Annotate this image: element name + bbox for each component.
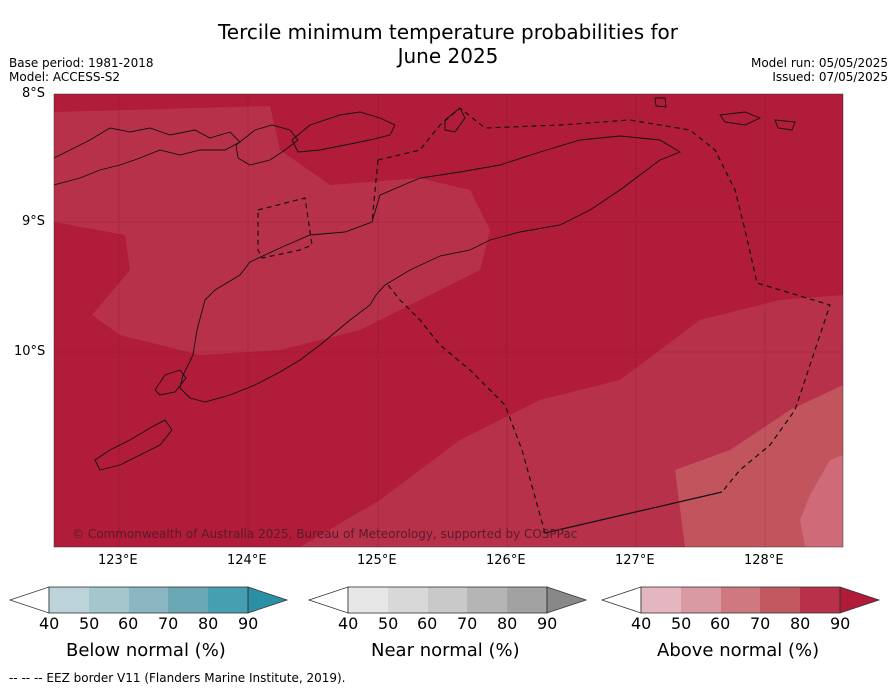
eez-border-oecusse bbox=[257, 197, 313, 259]
wetar-coast bbox=[291, 111, 396, 153]
lat-label-9s: 9°S bbox=[22, 214, 46, 229]
leti-coast bbox=[774, 119, 796, 131]
cb3-label: Above normal (%) bbox=[657, 640, 820, 661]
region-above-60 bbox=[800, 455, 843, 547]
lon-label-123e: 123°E bbox=[98, 553, 138, 568]
map-title: Tercile minimum temperature probabilitie… bbox=[0, 20, 896, 68]
map-frame bbox=[53, 93, 844, 548]
babar-coast bbox=[719, 111, 762, 126]
kisar-coast bbox=[654, 97, 667, 108]
cb2-tick-90: 90 bbox=[537, 614, 558, 633]
cb3-tick-90: 90 bbox=[830, 614, 851, 633]
cb2-tick-60: 60 bbox=[417, 614, 438, 633]
eez-border-timor-leste bbox=[377, 107, 831, 493]
cb1-tick-80: 80 bbox=[198, 614, 219, 633]
map-title-line1: Tercile minimum temperature probabilitie… bbox=[217, 20, 679, 44]
cb2-tick-50: 50 bbox=[378, 614, 399, 633]
lon-label-127e: 127°E bbox=[615, 553, 655, 568]
meta-left: Base period: 1981-2018 Model: ACCESS-S2 bbox=[9, 56, 154, 84]
cb1-tick-40: 40 bbox=[39, 614, 60, 633]
atauro-coast bbox=[444, 107, 466, 133]
cb1-tick-50: 50 bbox=[79, 614, 100, 633]
cb3-tick-80: 80 bbox=[790, 614, 811, 633]
sawu-coast bbox=[94, 419, 173, 471]
cb2-label: Near normal (%) bbox=[371, 640, 520, 661]
region-above-70 bbox=[675, 385, 843, 547]
lon-label-128e: 128°E bbox=[744, 553, 784, 568]
issued-date: Issued: 07/05/2025 bbox=[772, 70, 888, 84]
colorbar-above-normal bbox=[600, 586, 881, 614]
cb3-tick-40: 40 bbox=[631, 614, 652, 633]
eez-border-south bbox=[387, 284, 546, 534]
lon-label-125e: 125°E bbox=[357, 553, 397, 568]
cb2-tick-70: 70 bbox=[457, 614, 478, 633]
meta-right: Model run: 05/05/2025 Issued: 07/05/2025 bbox=[751, 56, 888, 84]
cb3-tick-70: 70 bbox=[750, 614, 771, 633]
cb1-tick-60: 60 bbox=[118, 614, 139, 633]
rote-coast bbox=[154, 369, 187, 396]
cb1-tick-70: 70 bbox=[158, 614, 179, 633]
eez-footer-note: -- -- -- EEZ border V11 (Flanders Marine… bbox=[9, 671, 346, 685]
eez-border-north-link bbox=[371, 159, 379, 223]
copyright-text: © Commonwealth of Australia 2025, Bureau… bbox=[72, 527, 577, 541]
model-name: Model: ACCESS-S2 bbox=[9, 70, 121, 84]
colorbar-below-normal bbox=[8, 586, 289, 614]
map-area: © Commonwealth of Australia 2025, Bureau… bbox=[54, 94, 843, 547]
alor-coast bbox=[235, 124, 299, 166]
cb3-tick-50: 50 bbox=[671, 614, 692, 633]
colorbar-near-normal bbox=[307, 586, 588, 614]
eez-borders bbox=[257, 107, 831, 534]
lon-label-126e: 126°E bbox=[486, 553, 526, 568]
eez-border-solid-southeast bbox=[544, 491, 723, 534]
base-period: Base period: 1981-2018 bbox=[9, 56, 154, 70]
cb1-label: Below normal (%) bbox=[66, 640, 226, 661]
cb2-tick-40: 40 bbox=[338, 614, 359, 633]
lat-label-8s: 8°S bbox=[22, 86, 46, 101]
cb3-tick-60: 60 bbox=[710, 614, 731, 633]
cb1-tick-90: 90 bbox=[238, 614, 259, 633]
model-run: Model run: 05/05/2025 bbox=[750, 56, 888, 70]
region-above-80-northwest bbox=[54, 106, 490, 355]
lon-label-124e: 124°E bbox=[227, 553, 267, 568]
cb2-tick-80: 80 bbox=[497, 614, 518, 633]
lat-label-10s: 10°S bbox=[14, 344, 46, 359]
flores-coast bbox=[54, 127, 241, 186]
map-title-line2: June 2025 bbox=[397, 44, 499, 68]
